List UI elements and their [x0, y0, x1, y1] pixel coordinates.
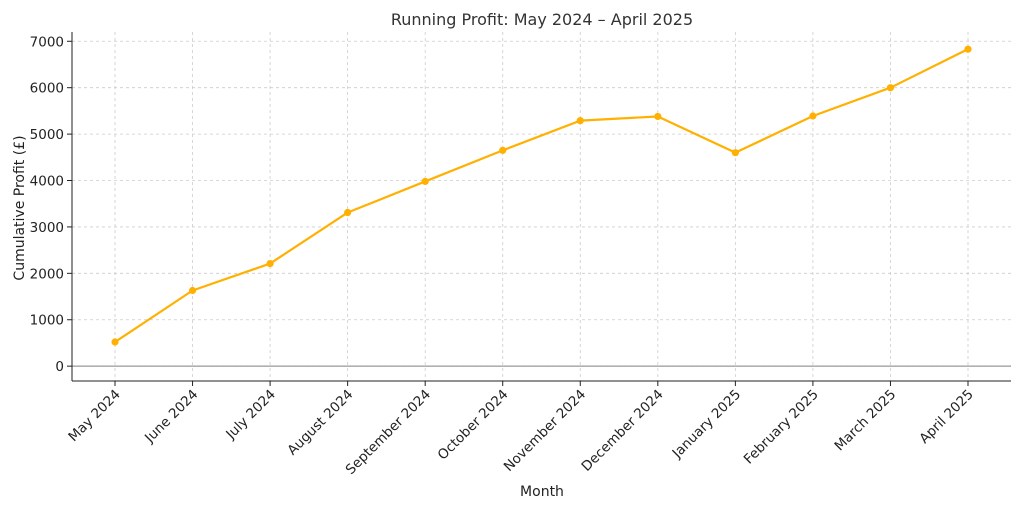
x-tick-label: July 2024: [222, 387, 279, 444]
data-point: [809, 112, 817, 120]
data-point: [731, 149, 739, 157]
y-axis-ticks: 0 1000 2000 3000 4000 5000 6000 7000: [30, 34, 72, 375]
x-tick-label: June 2024: [141, 387, 201, 447]
x-axis-ticks: May 2024 June 2024 July 2024 August 2024Sep…: [65, 381, 977, 478]
y-tick-label: 3000: [30, 220, 64, 236]
y-tick-label: 5000: [30, 127, 64, 143]
y-tick-label: 1000: [30, 313, 64, 329]
series-layer: [111, 45, 972, 346]
data-point: [886, 84, 895, 92]
data-point: [266, 259, 274, 268]
x-tick-label: May 2024: [65, 387, 123, 445]
series-line: [114, 48, 969, 343]
y-axis-label: Cumulative Profit (£): [12, 135, 28, 280]
chart-title: Running Profit: May 2024 – April 2025: [391, 10, 693, 29]
x-tick-label: December 2024: [579, 387, 667, 475]
axes: [71, 32, 1011, 382]
y-tick-label: 0: [55, 359, 64, 375]
x-tick-label: March 2025: [832, 387, 900, 455]
x-axis-label: Month: [520, 484, 564, 500]
x-tick-label: October 2024: [435, 387, 512, 464]
data-point: [499, 146, 507, 154]
data-point: [344, 208, 352, 217]
x-tick-label: January 2025: [669, 387, 745, 463]
grid-lines: [72, 32, 1011, 381]
x-tick-label: February 2025: [741, 387, 822, 468]
y-tick-label: 2000: [30, 266, 64, 282]
x-tick-label: November 2024: [501, 387, 589, 475]
data-point: [111, 338, 119, 346]
y-tick-label: 4000: [30, 174, 64, 190]
data-point: [188, 286, 197, 295]
x-tick-label: April 2025: [916, 387, 976, 447]
x-tick-label: September 2024: [343, 387, 434, 478]
data-point: [576, 117, 584, 125]
y-tick-label: 6000: [30, 81, 64, 97]
data-point: [421, 177, 429, 186]
data-point: [964, 45, 972, 53]
data-point: [654, 112, 662, 121]
y-tick-label: 7000: [30, 34, 64, 50]
x-tick-label: August 2024: [284, 387, 356, 459]
